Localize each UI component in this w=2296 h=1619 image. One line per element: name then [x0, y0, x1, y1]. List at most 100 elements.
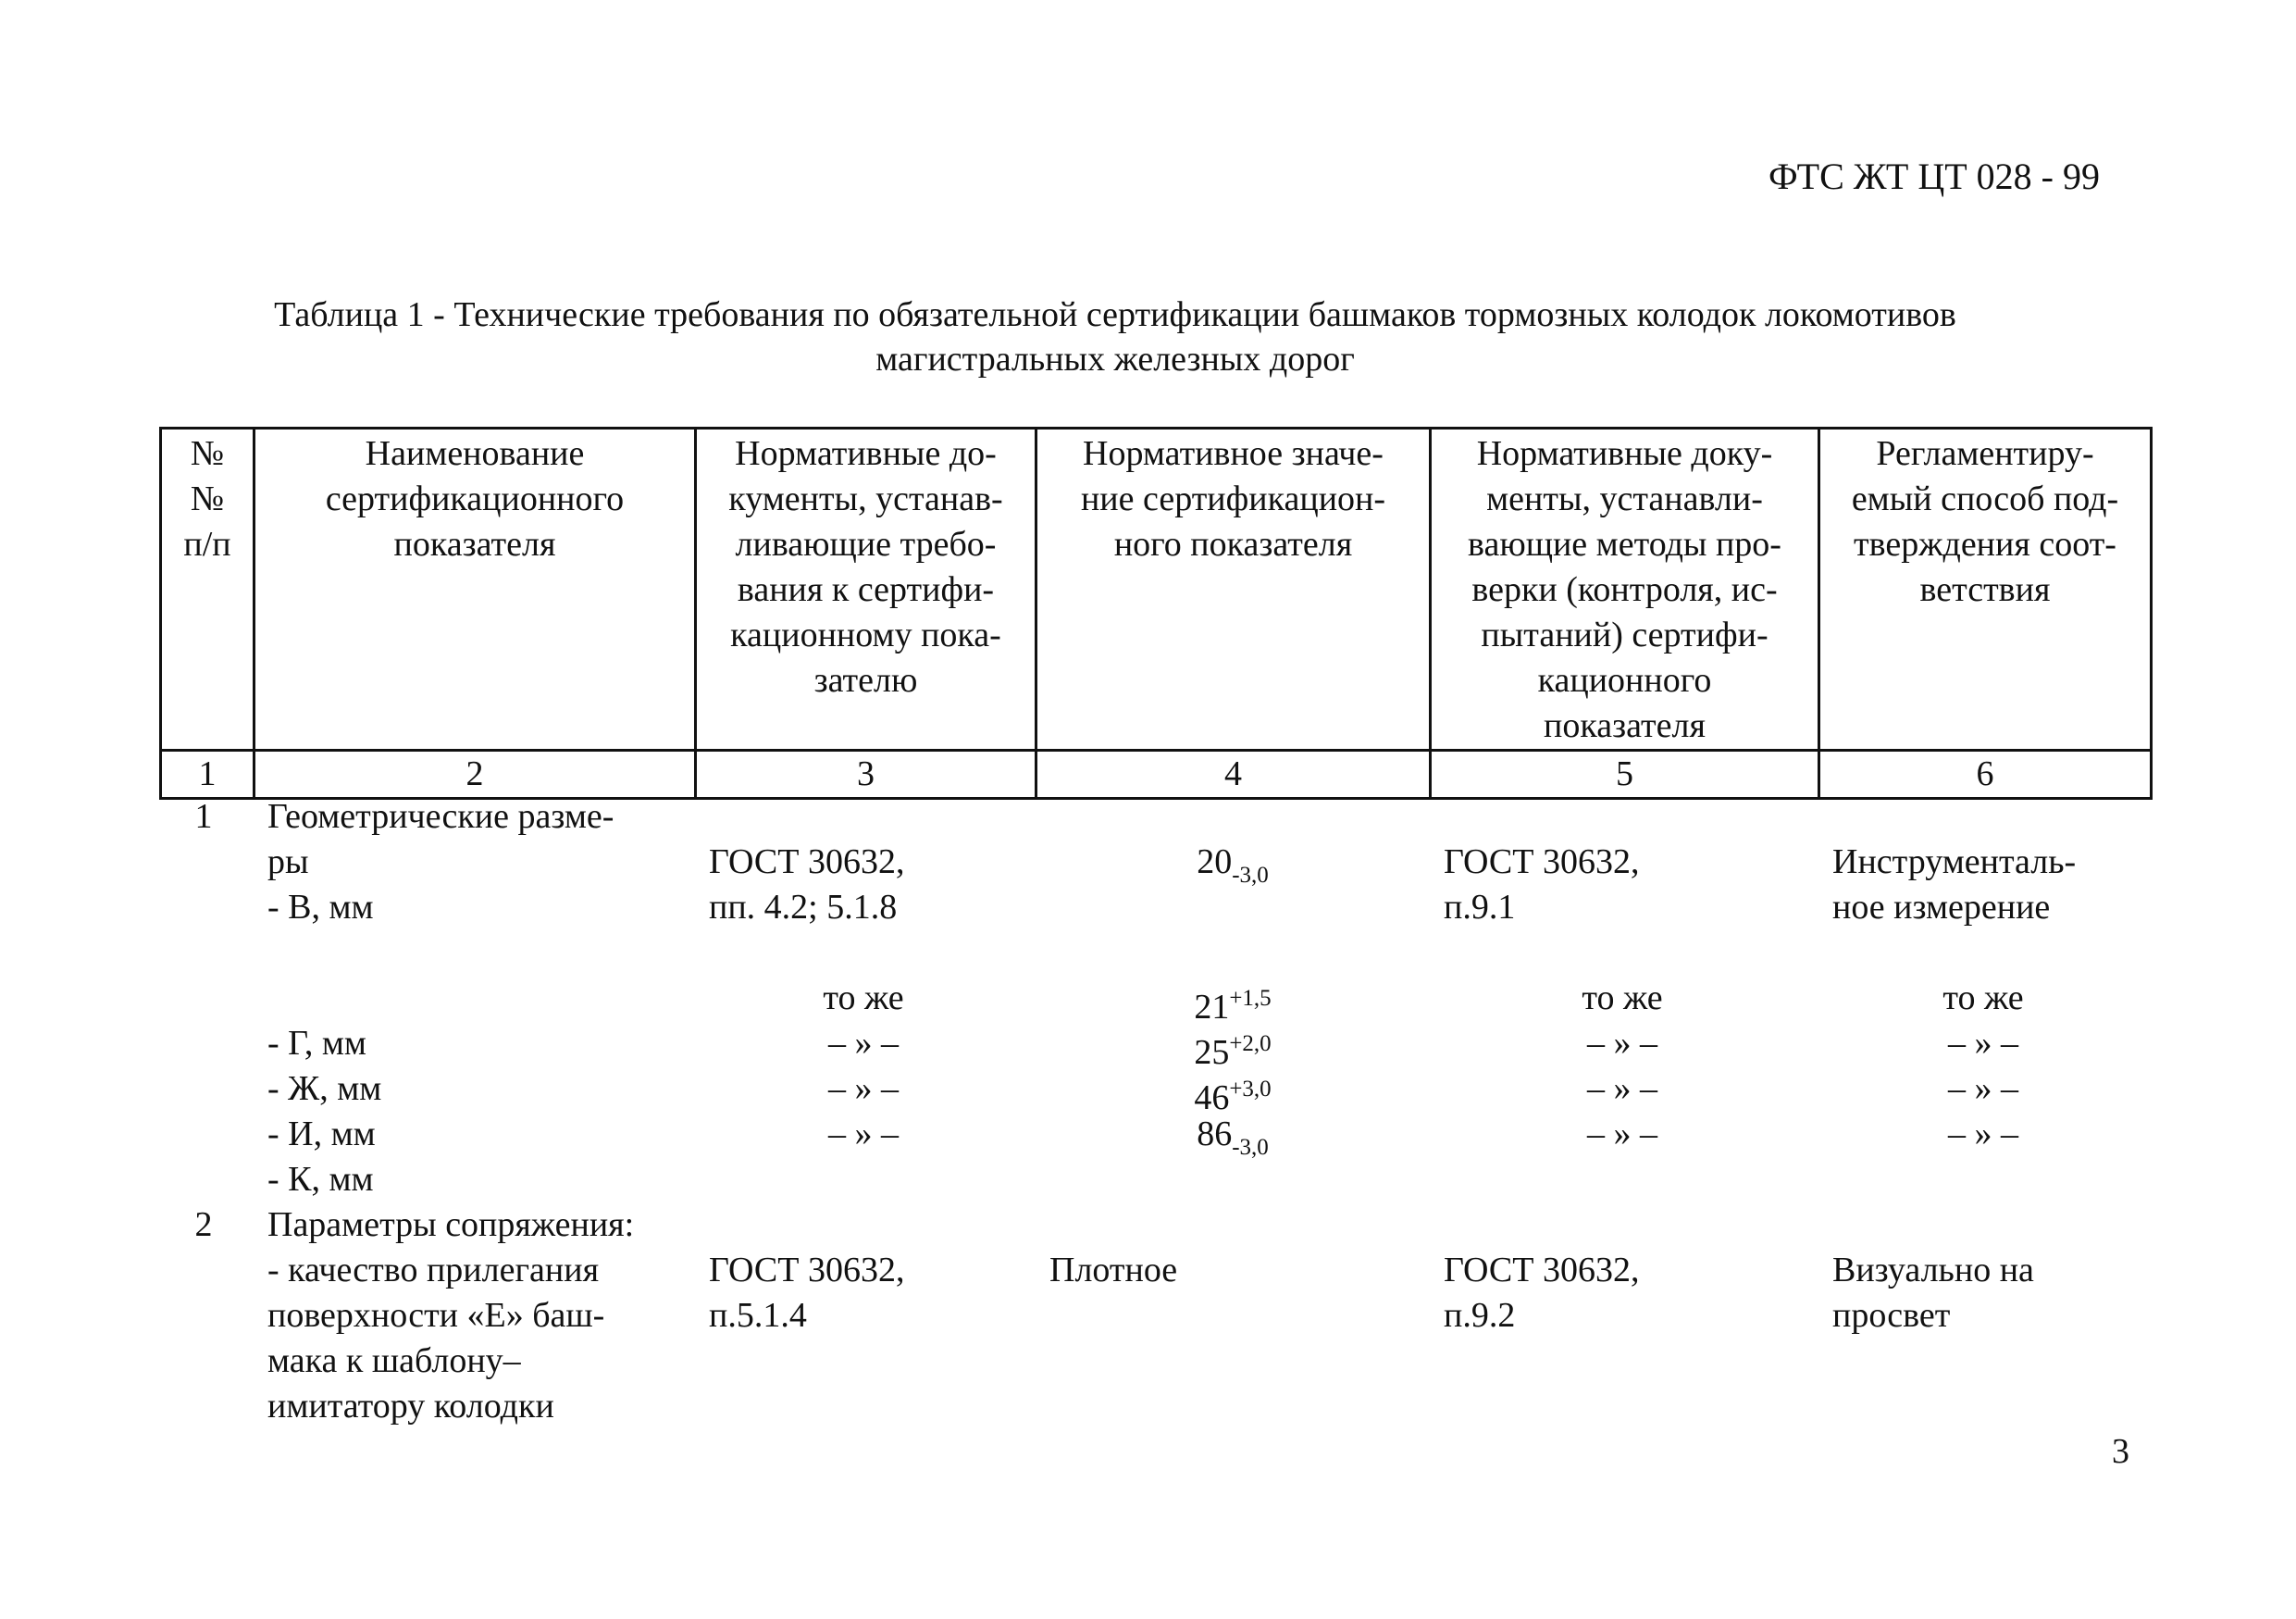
normative-value: 20-3,0 — [1197, 840, 1269, 898]
column-number: 5 — [1429, 749, 1820, 800]
indicator-name-line: мака к шаблону– — [267, 1341, 521, 1380]
normative-value: 25+2,0 — [1194, 1021, 1271, 1076]
header-line: № — [190, 479, 225, 518]
normative-value: 46+3,0 — [1194, 1066, 1271, 1121]
table-header: № № п/п Наименование сертификационного показа… — [159, 427, 2153, 800]
method-doc-ditto: – » – — [1587, 1115, 1657, 1153]
confirmation-ditto: – » – — [1948, 1069, 2018, 1108]
header-line: Нормативные до- — [735, 434, 997, 473]
column-number: 4 — [1035, 749, 1432, 800]
header-line: показателя — [393, 525, 556, 564]
row-number: 1 — [194, 797, 213, 836]
method-doc-line: п.9.2 — [1444, 1296, 1516, 1335]
header-cell-1: № № п/п — [159, 427, 255, 752]
normative-value: 86-3,0 — [1197, 1112, 1269, 1170]
value-base: 25 — [1194, 1033, 1230, 1072]
method-doc-ditto: то же — [1582, 978, 1663, 1017]
tolerance-upper: +1,5 — [1229, 986, 1272, 1011]
header-line: Нормативные доку- — [1476, 434, 1773, 473]
normative-value: 21+1,5 — [1194, 976, 1271, 1030]
confirmation-line: Инструменталь- — [1832, 842, 2077, 881]
indicator-name-line: Параметры сопряжения: — [267, 1205, 635, 1244]
caption-line-1: Таблица 1 - Технические требования по об… — [274, 295, 1956, 334]
value-base: 86 — [1197, 1115, 1233, 1153]
indicator-name-line: ры — [267, 842, 309, 881]
method-doc-line: п.9.1 — [1444, 888, 1516, 927]
column-number: 3 — [694, 749, 1037, 800]
confirmation-ditto: то же — [1942, 978, 2024, 1017]
indicator-name-line: - Ж, мм — [267, 1069, 382, 1108]
header-line: № — [190, 434, 225, 473]
header-line: п/п — [183, 525, 231, 564]
header-line: кационному пока- — [730, 616, 1001, 654]
header-cell-2: Наименование сертификационного показателя — [253, 427, 697, 752]
tolerance-upper: +3,0 — [1229, 1077, 1272, 1102]
header-line: ливающие требо- — [735, 525, 997, 564]
normative-doc-ditto: то же — [823, 978, 904, 1017]
normative-doc-ditto: – » – — [828, 1069, 899, 1108]
method-doc-line: ГОСТ 30632, — [1444, 842, 1640, 881]
indicator-name-line: - К, мм — [267, 1160, 374, 1199]
header-line: верки (контроля, ис- — [1471, 570, 1778, 609]
confirmation-line: Визуально на — [1832, 1251, 2034, 1289]
normative-doc-line: ГОСТ 30632, — [709, 1251, 905, 1289]
header-line: сертификационного — [325, 479, 625, 518]
header-line: емый способ под- — [1851, 479, 2119, 518]
indicator-name-line: поверхности «Е» баш- — [267, 1296, 605, 1335]
page-number: 3 — [2112, 1432, 2129, 1471]
method-doc-line: ГОСТ 30632, — [1444, 1251, 1640, 1289]
header-cell-6: Регламентиру-емый способ под-тверждения … — [1818, 427, 2153, 752]
header-line: Регламентиру- — [1876, 434, 2094, 473]
method-doc-ditto: – » – — [1587, 1069, 1657, 1108]
header-line: ного показателя — [1113, 525, 1353, 564]
column-number: 2 — [253, 749, 697, 800]
normative-value: Плотное — [1049, 1251, 1178, 1289]
normative-doc-line: пп. 4.2; 5.1.8 — [709, 888, 898, 927]
header-cell-5: Нормативные доку-менты, устанавли-вающие… — [1429, 427, 1820, 752]
indicator-name-line: - качество прилегания — [267, 1251, 600, 1289]
table-caption: Таблица 1 - Технические требования по об… — [0, 293, 2230, 381]
header-line: кументы, устанав- — [728, 479, 1003, 518]
value-base: 21 — [1194, 988, 1230, 1027]
indicator-name-line: имитатору колодки — [267, 1387, 554, 1426]
row-number: 2 — [194, 1205, 213, 1244]
header-line: вающие методы про- — [1468, 525, 1781, 564]
header-line: зателю — [813, 661, 918, 700]
indicator-name-line: Геометрические разме- — [267, 797, 614, 836]
normative-doc-line: п.5.1.4 — [709, 1296, 807, 1335]
header-line: пытаний) сертифи- — [1481, 616, 1769, 654]
confirmation-ditto: – » – — [1948, 1024, 2018, 1063]
header-line: кационного — [1537, 661, 1712, 700]
caption-line-2: магистральных железных дорог — [875, 340, 1355, 379]
indicator-name-line: - В, мм — [267, 888, 374, 927]
confirmation-line: ное измерение — [1832, 888, 2051, 927]
normative-doc-ditto: – » – — [828, 1024, 899, 1063]
confirmation-line: просвет — [1832, 1296, 1951, 1335]
header-line: вания к сертифи- — [737, 570, 995, 609]
indicator-name-line: - Г, мм — [267, 1024, 366, 1063]
header-line: Нормативное значе- — [1083, 434, 1384, 473]
header-cell-3: Нормативные до-кументы, устанав-ливающие… — [694, 427, 1037, 752]
header-cell-4: Нормативное значе-ние сертификацион-ного… — [1035, 427, 1432, 752]
header-line: ние сертификацион- — [1080, 479, 1386, 518]
method-doc-ditto: – » – — [1587, 1024, 1657, 1063]
value-base: 20 — [1197, 842, 1233, 881]
normative-doc-line: ГОСТ 30632, — [709, 842, 905, 881]
indicator-name-line: - И, мм — [267, 1115, 376, 1153]
column-number: 6 — [1818, 749, 2153, 800]
header-line: менты, устанавли- — [1486, 479, 1763, 518]
header-line: показателя — [1544, 706, 1706, 745]
tolerance-upper: +2,0 — [1229, 1031, 1272, 1056]
tolerance-lower: -3,0 — [1232, 1135, 1269, 1160]
column-number: 1 — [159, 749, 255, 800]
header-row: № № п/п Наименование сертификационного показа… — [159, 427, 2153, 752]
tolerance-lower: -3,0 — [1232, 863, 1269, 888]
header-line: ветствия — [1919, 570, 2051, 609]
document-code: ФТС ЖТ ЦТ 028 - 99 — [1769, 156, 2100, 197]
normative-doc-ditto: – » – — [828, 1115, 899, 1153]
value-base: 46 — [1194, 1078, 1230, 1117]
header-line: тверждения соот- — [1854, 525, 2116, 564]
header-line: Наименование — [365, 434, 585, 473]
confirmation-ditto: – » – — [1948, 1115, 2018, 1153]
